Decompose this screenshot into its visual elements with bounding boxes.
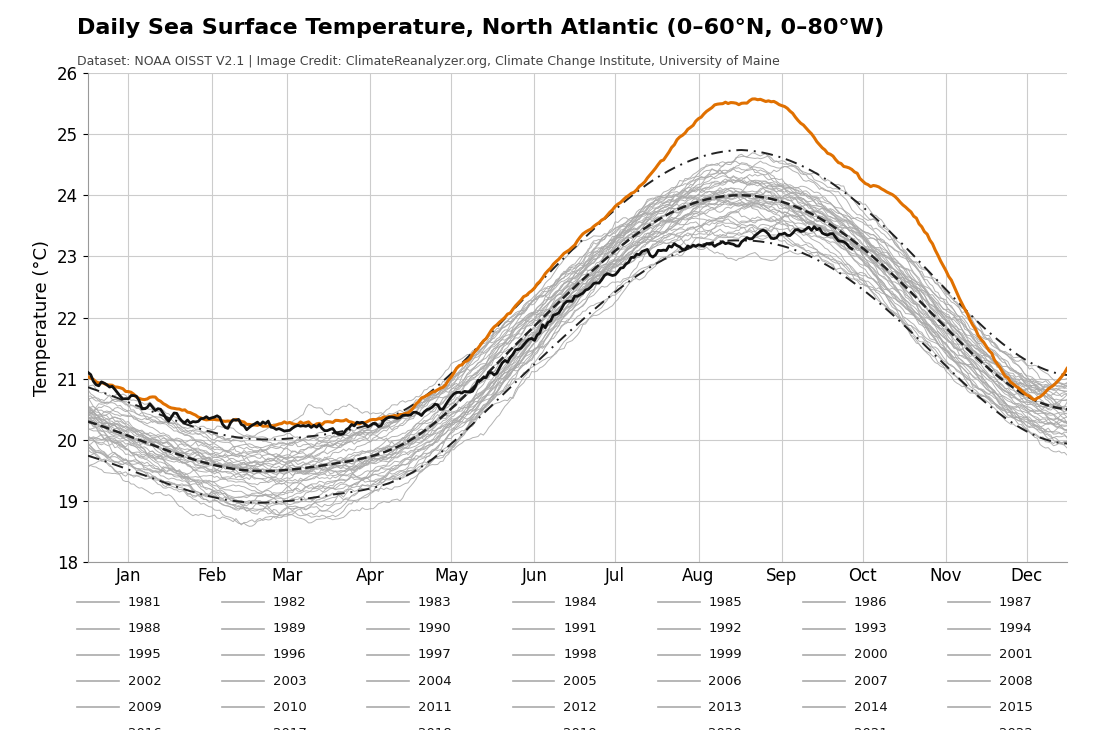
Text: 1982: 1982 — [273, 596, 307, 609]
Text: 1999: 1999 — [708, 648, 742, 661]
Text: 1985: 1985 — [708, 596, 742, 609]
Text: 2017: 2017 — [273, 727, 307, 730]
Text: 1986: 1986 — [854, 596, 888, 609]
Text: 2016: 2016 — [128, 727, 162, 730]
Text: 2007: 2007 — [854, 675, 888, 688]
Text: 2000: 2000 — [854, 648, 888, 661]
Text: 1992: 1992 — [708, 622, 742, 635]
Text: 1998: 1998 — [563, 648, 597, 661]
Text: 2013: 2013 — [708, 701, 742, 714]
Text: 1984: 1984 — [563, 596, 597, 609]
Text: 2011: 2011 — [418, 701, 452, 714]
Y-axis label: Temperature (°C): Temperature (°C) — [33, 239, 52, 396]
Text: 2009: 2009 — [128, 701, 162, 714]
Text: Daily Sea Surface Temperature, North Atlantic (0–60°N, 0–80°W): Daily Sea Surface Temperature, North Atl… — [77, 18, 884, 38]
Text: 1996: 1996 — [273, 648, 307, 661]
Text: 1990: 1990 — [418, 622, 452, 635]
Text: 2010: 2010 — [273, 701, 307, 714]
Text: 2019: 2019 — [563, 727, 597, 730]
Text: 1981: 1981 — [128, 596, 162, 609]
Text: 1983: 1983 — [418, 596, 452, 609]
Text: 1988: 1988 — [128, 622, 162, 635]
Text: 1991: 1991 — [563, 622, 597, 635]
Text: 1997: 1997 — [418, 648, 452, 661]
Text: 2003: 2003 — [273, 675, 307, 688]
Text: 2008: 2008 — [999, 675, 1033, 688]
Text: 1993: 1993 — [854, 622, 888, 635]
Text: 1989: 1989 — [273, 622, 307, 635]
Text: 1995: 1995 — [128, 648, 162, 661]
Text: 2015: 2015 — [999, 701, 1033, 714]
Text: 2001: 2001 — [999, 648, 1033, 661]
Text: 2022: 2022 — [999, 727, 1033, 730]
Text: 2012: 2012 — [563, 701, 597, 714]
Text: 2014: 2014 — [854, 701, 888, 714]
Text: 2020: 2020 — [708, 727, 742, 730]
Text: 2021: 2021 — [854, 727, 888, 730]
Text: 1994: 1994 — [999, 622, 1033, 635]
Text: 2005: 2005 — [563, 675, 597, 688]
Text: 2004: 2004 — [418, 675, 452, 688]
Text: 2006: 2006 — [708, 675, 742, 688]
Text: 2002: 2002 — [128, 675, 162, 688]
Text: Dataset: NOAA OISST V2.1 | Image Credit: ClimateReanalyzer.org, Climate Change I: Dataset: NOAA OISST V2.1 | Image Credit:… — [77, 55, 780, 68]
Text: 2018: 2018 — [418, 727, 452, 730]
Text: 1987: 1987 — [999, 596, 1033, 609]
